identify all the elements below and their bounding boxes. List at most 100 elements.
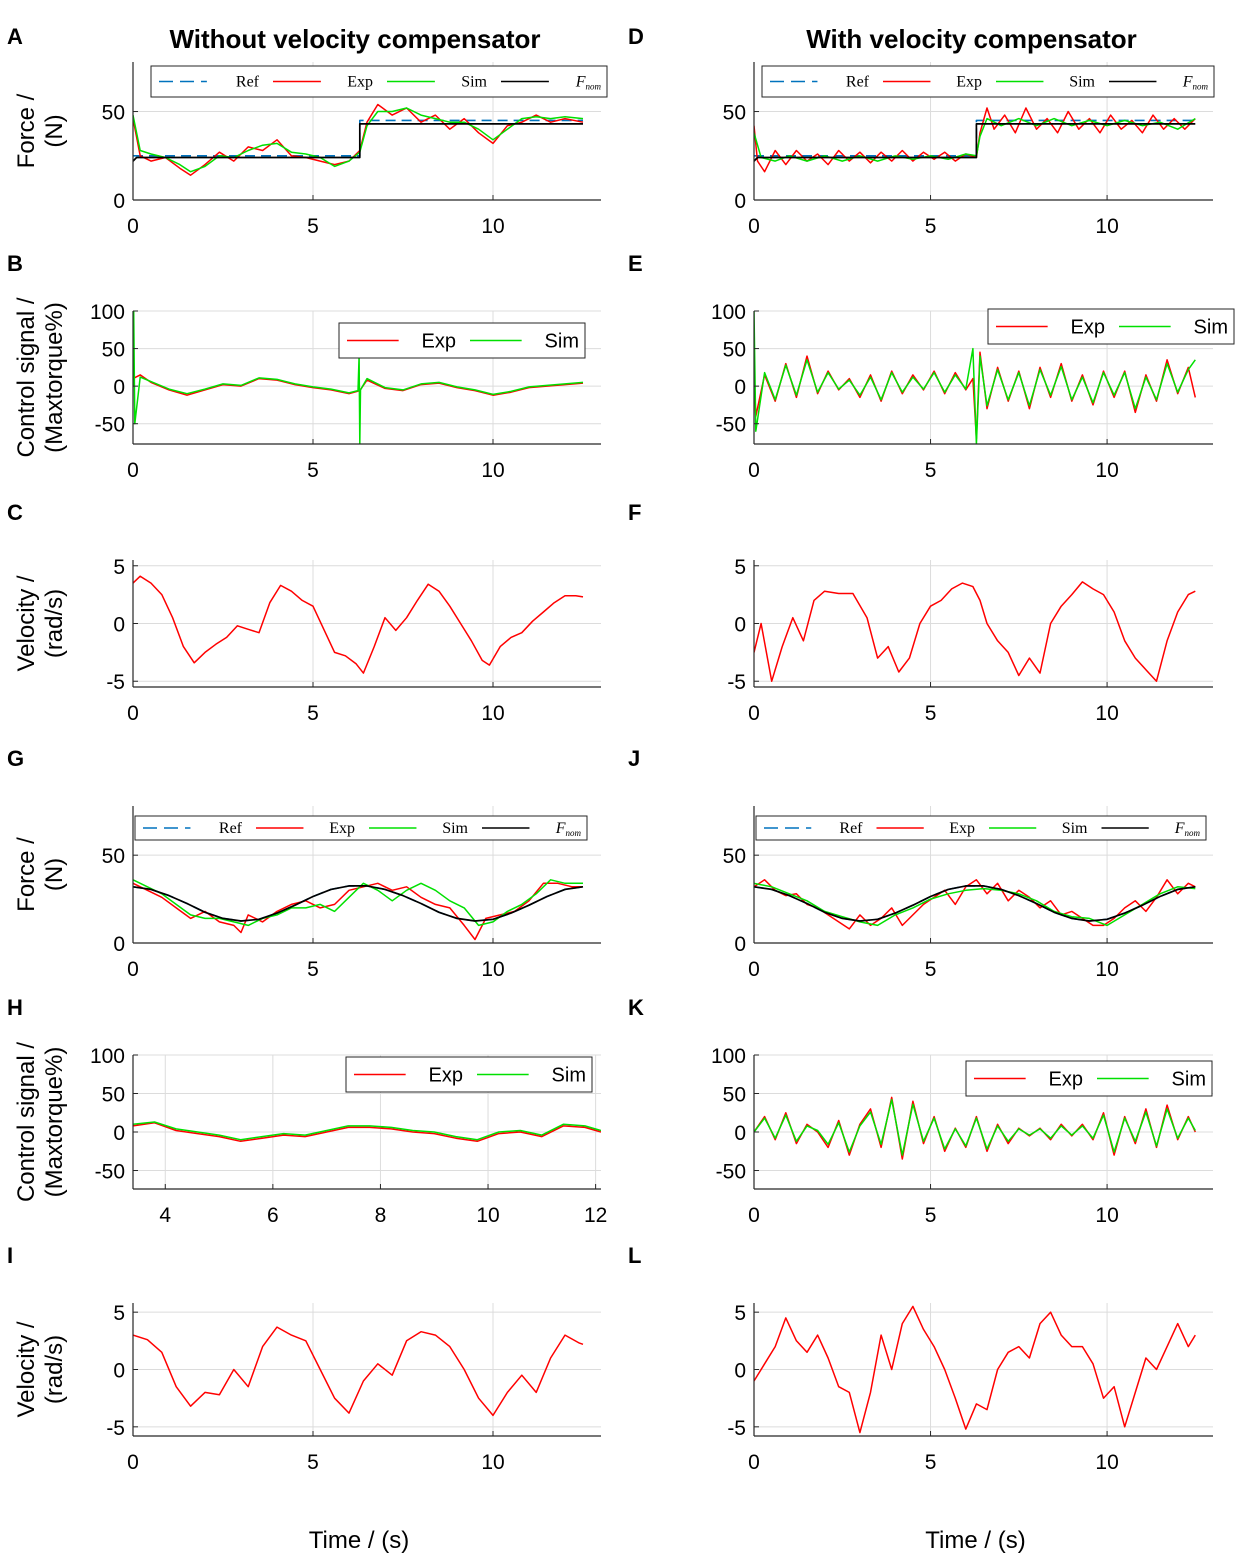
x-tick-label: 8 (375, 1204, 387, 1227)
panel-letter: B (7, 251, 23, 276)
y-tick-label: 5 (734, 1302, 746, 1325)
y-axis-label-line2: (Maxtorque%) (41, 1047, 68, 1198)
y-axis-label-line2: (Maxtorque%) (41, 302, 68, 453)
series-f-nom (754, 123, 1196, 162)
y-axis-label-line2: (N) (41, 858, 68, 891)
legend: Ref Exp Sim Fnom (761, 65, 1215, 98)
series-group (133, 1121, 601, 1143)
x-tick-label: 10 (1095, 1451, 1118, 1474)
x-tick-label: 0 (748, 1451, 760, 1474)
panel-letter: H (7, 995, 23, 1020)
series-group (133, 311, 584, 444)
panel-letter: J (628, 746, 640, 771)
x-tick-label: 5 (307, 459, 319, 482)
x-axis-label: Time / (s) (309, 1527, 409, 1554)
panel-letter: G (7, 746, 24, 771)
legend-label-ref: Ref (846, 74, 870, 91)
y-tick-label: 50 (102, 1084, 125, 1107)
y-tick-label: 50 (723, 1084, 746, 1107)
y-tick-label: 0 (734, 376, 746, 399)
series-exp (133, 575, 584, 674)
panel-letter: E (628, 251, 643, 276)
legend: Ref Exp Sim Fnom (755, 815, 1207, 841)
y-tick-label: 50 (723, 339, 746, 362)
series-f-nom (133, 123, 583, 162)
series-group (754, 107, 1196, 173)
y-tick-label: 50 (102, 102, 125, 125)
y-tick-label: 0 (734, 1122, 746, 1145)
legend-label-exp: Exp (1071, 317, 1105, 339)
y-tick-label: 0 (113, 376, 125, 399)
x-tick-label: 10 (481, 702, 504, 725)
panel-letter: C (7, 500, 23, 525)
legend-label-sim: Sim (1172, 1069, 1206, 1091)
x-tick-label: 5 (925, 958, 937, 981)
panel-letter: I (7, 1243, 13, 1268)
y-tick-label: 50 (102, 845, 125, 868)
panel-letter: K (628, 995, 644, 1020)
panel-h: H 4 6 8 10 12 -50 0 50 100 Control signal / (Maxtor… (7, 995, 607, 1227)
x-tick-label: 5 (925, 1204, 937, 1227)
legend-subscript: nom (1185, 828, 1201, 838)
legend: Exp Sim (338, 322, 586, 359)
x-tick-label: 10 (1095, 702, 1118, 725)
series-sim (133, 879, 583, 927)
series-sim (754, 311, 1196, 444)
y-axis-label-line1: Velocity / (13, 1321, 40, 1417)
x-tick-label: 5 (925, 215, 937, 238)
y-tick-label: 0 (734, 190, 746, 213)
series-sim (133, 311, 584, 444)
y-axis-label-line2: (rad/s) (41, 589, 68, 658)
panel-letter: D (628, 24, 644, 49)
y-tick-label: 50 (102, 339, 125, 362)
series-exp (133, 1122, 601, 1143)
legend-label-exp: Exp (1049, 1069, 1083, 1091)
series-group (754, 311, 1197, 444)
y-tick-label: 0 (113, 190, 125, 213)
y-tick-label: -50 (716, 414, 746, 437)
y-tick-label: -5 (727, 1417, 746, 1440)
series-sim (754, 882, 1196, 927)
y-tick-label: 0 (113, 1360, 125, 1383)
series-exp (133, 1326, 584, 1417)
y-tick-label: -5 (106, 671, 125, 694)
x-tick-label: 12 (584, 1204, 607, 1227)
series-exp (133, 103, 584, 176)
column-title: With velocity compensator (806, 24, 1137, 54)
legend-subscript: nom (566, 828, 582, 838)
y-axis-label-line1: Control signal / (13, 297, 40, 457)
series-ref (133, 885, 584, 922)
legend-label-ref: Ref (839, 820, 863, 837)
legend-label-exp: Exp (429, 1065, 463, 1087)
series-sim (133, 107, 584, 173)
y-axis-label-line1: Force / (13, 93, 40, 168)
series-ref (754, 885, 1196, 922)
series-exp (754, 879, 1196, 930)
y-tick-label: 50 (723, 102, 746, 125)
x-tick-label: 10 (1095, 958, 1118, 981)
y-tick-label: -5 (106, 1417, 125, 1440)
series-ref (133, 119, 583, 157)
legend-label-exp: Exp (329, 820, 355, 837)
x-tick-label: 10 (481, 459, 504, 482)
y-tick-label: 0 (113, 933, 125, 956)
x-tick-label: 0 (127, 1451, 139, 1474)
legend-label-exp: Exp (949, 820, 975, 837)
column-title: Without velocity compensator (169, 24, 540, 54)
x-tick-label: 0 (748, 958, 760, 981)
x-tick-label: 5 (307, 958, 319, 981)
legend-label-sim: Sim (461, 74, 487, 91)
legend: Exp Sim (965, 1060, 1213, 1097)
series-exp (754, 1096, 1196, 1160)
x-tick-label: 10 (481, 1451, 504, 1474)
x-tick-label: 10 (1095, 215, 1118, 238)
x-tick-label: 0 (127, 702, 139, 725)
x-tick-label: 0 (127, 215, 139, 238)
series-group (754, 581, 1196, 682)
y-tick-label: -50 (95, 414, 125, 437)
